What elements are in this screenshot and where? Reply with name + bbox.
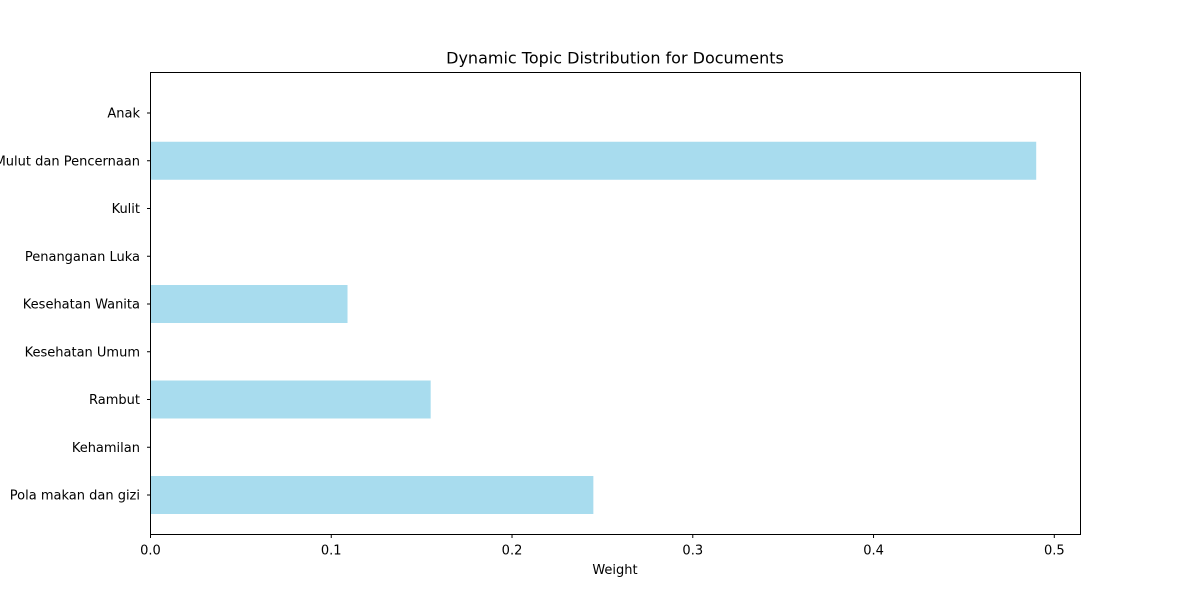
x-tick-label: 0.2 — [502, 544, 523, 559]
bar-kesehatan-wanita — [150, 285, 348, 323]
y-tick-label: Kesehatan Umum — [25, 345, 140, 360]
y-tick-label: Mulut dan Pencernaan — [0, 154, 140, 169]
y-tick-label: Penanganan Luka — [25, 250, 140, 265]
y-tick-label: Rambut — [89, 393, 140, 408]
y-tick-label: Kehamilan — [72, 441, 140, 456]
x-tick-label: 0.4 — [863, 544, 884, 559]
y-axis: Anak Mulut dan Pencernaan Kulit Penanganan … — [0, 107, 151, 504]
x-tick-label: 0.5 — [1044, 544, 1065, 559]
x-axis: 0.0 0.1 0.2 0.3 0.4 0.5 — [140, 534, 1065, 559]
chart-title: Dynamic Topic Distribution for Documents — [446, 49, 784, 68]
y-tick-label: Anak — [107, 107, 140, 122]
bars-layer — [150, 141, 1037, 514]
y-tick-label: Kulit — [112, 202, 140, 217]
y-tick-label: Kesehatan Wanita — [23, 298, 140, 313]
bar-mulut-dan-pencernaan — [150, 141, 1037, 180]
bar-pola-makan-dan-gizi — [150, 476, 594, 514]
x-tick-label: 0.0 — [140, 544, 161, 559]
x-tick-label: 0.1 — [321, 544, 342, 559]
bar-rambut — [150, 380, 431, 419]
y-tick-label: Pola makan dan gizi — [10, 489, 140, 504]
x-tick-label: 0.3 — [682, 544, 703, 559]
x-axis-label: Weight — [592, 563, 637, 578]
